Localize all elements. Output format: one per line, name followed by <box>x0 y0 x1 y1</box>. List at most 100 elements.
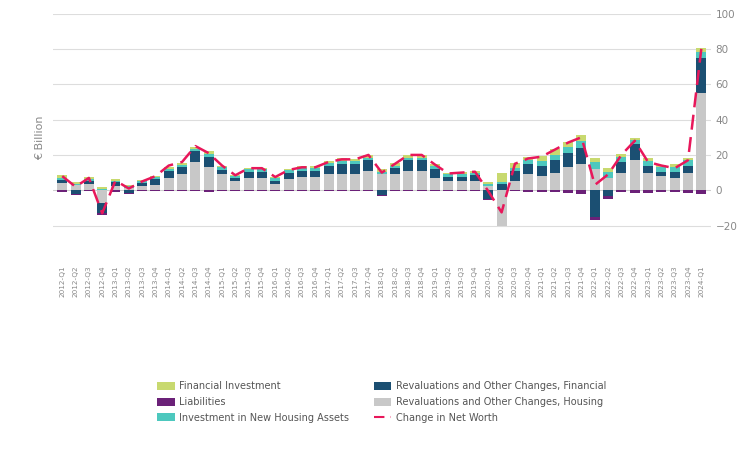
Bar <box>110 190 120 192</box>
Bar <box>310 171 321 177</box>
Bar <box>390 175 400 190</box>
Bar <box>523 190 533 192</box>
Bar <box>537 161 547 166</box>
Bar <box>203 154 214 157</box>
Bar <box>177 163 187 165</box>
Bar <box>670 178 680 190</box>
Bar <box>376 195 387 196</box>
Bar <box>257 178 267 190</box>
Bar <box>510 181 520 190</box>
Bar <box>430 169 440 178</box>
Bar <box>364 160 373 171</box>
Bar <box>98 187 107 189</box>
Bar <box>284 190 293 191</box>
Bar <box>284 169 293 170</box>
Bar <box>683 166 693 173</box>
Bar <box>404 190 414 191</box>
Bar <box>550 155 560 160</box>
Bar <box>324 190 333 191</box>
Bar <box>164 178 174 190</box>
Bar <box>443 181 454 190</box>
Bar <box>337 164 347 175</box>
Bar <box>337 175 347 190</box>
Bar <box>84 177 94 179</box>
Bar <box>630 138 640 140</box>
Bar <box>590 190 600 217</box>
Bar <box>271 180 280 184</box>
Bar <box>257 168 267 169</box>
Bar <box>656 167 666 172</box>
Bar <box>257 172 267 178</box>
Bar <box>497 174 507 182</box>
Bar <box>603 168 613 172</box>
Bar <box>243 169 253 172</box>
Bar <box>696 51 706 58</box>
Bar <box>124 193 134 194</box>
Bar <box>84 190 94 191</box>
Bar <box>616 154 627 157</box>
Bar <box>124 190 134 193</box>
Bar <box>643 158 653 161</box>
Bar <box>297 166 307 168</box>
Bar <box>84 184 94 190</box>
Bar <box>417 155 426 157</box>
Bar <box>203 151 214 154</box>
Bar <box>483 199 493 200</box>
Bar <box>324 163 333 166</box>
Bar <box>670 190 680 192</box>
Bar <box>616 157 627 162</box>
Bar <box>284 170 293 173</box>
Bar <box>150 179 160 185</box>
Bar <box>510 163 520 168</box>
Bar <box>390 190 400 191</box>
Bar <box>110 182 120 186</box>
Bar <box>310 166 321 168</box>
Bar <box>231 190 240 191</box>
Bar <box>417 160 426 171</box>
Bar <box>670 167 680 172</box>
Bar <box>57 183 67 190</box>
Bar <box>137 190 147 191</box>
Bar <box>231 178 240 181</box>
Bar <box>537 156 547 161</box>
Bar <box>177 165 187 167</box>
Bar <box>683 158 693 160</box>
Bar <box>537 166 547 176</box>
Bar <box>257 169 267 172</box>
Bar <box>523 164 533 175</box>
Bar <box>350 161 360 164</box>
Bar <box>70 184 81 185</box>
Bar <box>310 168 321 171</box>
Bar <box>430 190 440 191</box>
Bar <box>417 171 426 190</box>
Bar <box>483 186 493 190</box>
Bar <box>110 180 120 182</box>
Bar <box>537 190 547 192</box>
Bar <box>404 160 414 171</box>
Bar <box>390 163 400 166</box>
Bar <box>550 173 560 190</box>
Bar <box>656 165 666 167</box>
Bar <box>57 190 67 192</box>
Bar <box>310 190 321 191</box>
Bar <box>137 181 147 183</box>
Bar <box>443 190 454 191</box>
Bar <box>577 141 587 148</box>
Bar <box>243 172 253 178</box>
Bar <box>98 202 107 213</box>
Bar <box>696 48 706 51</box>
Bar <box>643 166 653 173</box>
Bar <box>390 168 400 175</box>
Bar <box>417 158 426 160</box>
Bar <box>550 149 560 155</box>
Bar <box>191 147 200 149</box>
Bar <box>150 177 160 179</box>
Bar <box>457 177 466 181</box>
Bar <box>364 155 373 157</box>
Bar <box>350 190 360 191</box>
Bar <box>376 172 387 175</box>
Bar <box>350 164 360 175</box>
Bar <box>630 160 640 190</box>
Bar <box>643 173 653 190</box>
Bar <box>84 179 94 180</box>
